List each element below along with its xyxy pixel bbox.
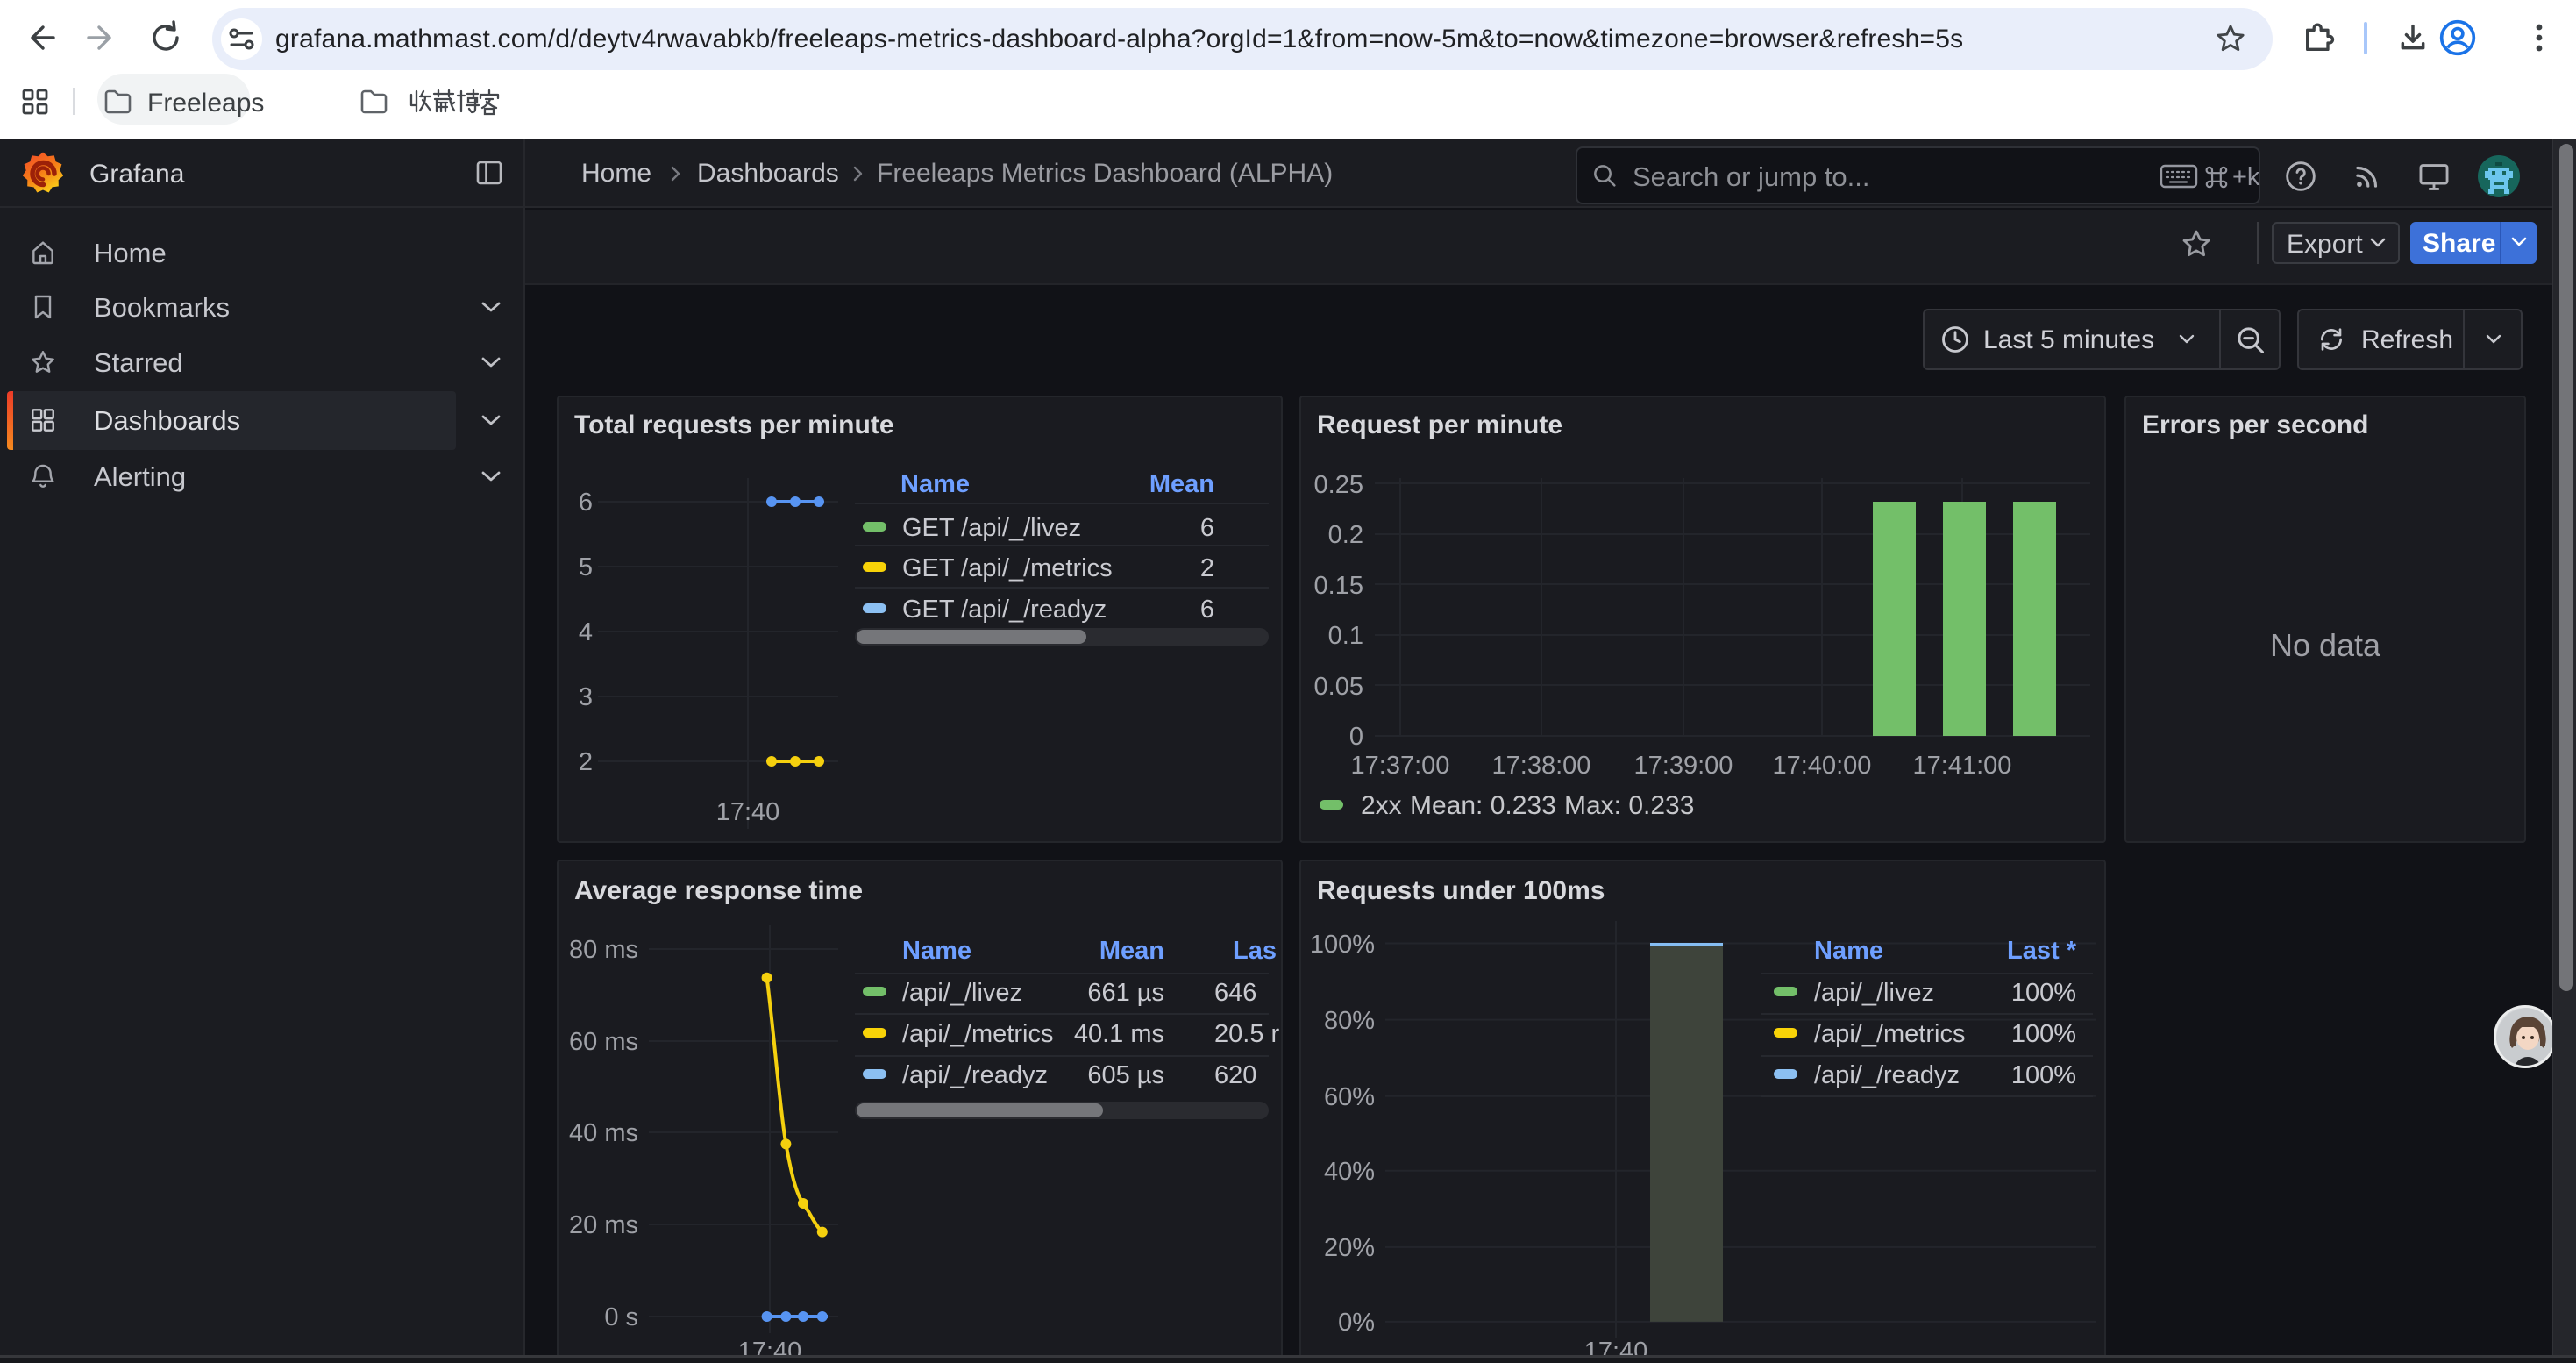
- svg-text:17:38:00: 17:38:00: [1492, 752, 1591, 780]
- svg-text:20 ms: 20 ms: [569, 1211, 638, 1239]
- svg-text:40%: 40%: [1324, 1158, 1375, 1186]
- svg-text:0.15: 0.15: [1314, 572, 1363, 600]
- svg-text:/api/_/livez: /api/_/livez: [902, 979, 1022, 1007]
- svg-text:20%: 20%: [1324, 1234, 1375, 1262]
- svg-text:661 µs: 661 µs: [1087, 979, 1164, 1007]
- svg-text:GET /api/_/readyz: GET /api/_/readyz: [902, 596, 1107, 624]
- svg-text:/api/_/metrics: /api/_/metrics: [902, 1020, 1053, 1048]
- svg-text:2xx: 2xx: [1361, 791, 1402, 820]
- svg-text:80 ms: 80 ms: [569, 936, 638, 964]
- svg-text:0 s: 0 s: [604, 1303, 638, 1331]
- svg-text:100%: 100%: [2011, 1061, 2076, 1089]
- svg-text:0.25: 0.25: [1314, 471, 1363, 499]
- svg-text:GET /api/_/metrics: GET /api/_/metrics: [902, 554, 1113, 582]
- svg-text:6: 6: [1200, 596, 1214, 624]
- svg-text:0.2: 0.2: [1328, 521, 1363, 549]
- svg-text:17:37:00: 17:37:00: [1351, 752, 1450, 780]
- svg-text:3: 3: [579, 683, 593, 711]
- svg-text:No data: No data: [2270, 627, 2381, 663]
- svg-text:Mean: Mean: [1149, 470, 1214, 498]
- svg-text:Total requests per minute: Total requests per minute: [574, 410, 894, 439]
- svg-text:Requests under 100ms: Requests under 100ms: [1317, 876, 1605, 905]
- svg-text:Request per minute: Request per minute: [1317, 410, 1562, 439]
- svg-text:17:40: 17:40: [716, 798, 780, 826]
- svg-text:Name: Name: [1814, 937, 1883, 965]
- svg-text:17:39:00: 17:39:00: [1634, 752, 1733, 780]
- svg-text:Mean: Mean: [1099, 937, 1164, 965]
- svg-text:4: 4: [579, 618, 593, 646]
- svg-text:100%: 100%: [2011, 979, 2076, 1007]
- svg-text:646: 646: [1214, 979, 1256, 1007]
- svg-text:GET /api/_/livez: GET /api/_/livez: [902, 514, 1081, 542]
- svg-text:2: 2: [1200, 554, 1214, 582]
- svg-text:/api/_/metrics: /api/_/metrics: [1814, 1020, 1965, 1048]
- svg-text:60 ms: 60 ms: [569, 1028, 638, 1056]
- svg-text:20.5 r: 20.5 r: [1214, 1020, 1279, 1048]
- svg-text:80%: 80%: [1324, 1007, 1375, 1035]
- svg-text:0: 0: [1349, 723, 1363, 751]
- svg-text:Last *: Last *: [2007, 937, 2077, 965]
- svg-text:Las: Las: [1233, 937, 1277, 965]
- svg-text:0.05: 0.05: [1314, 673, 1363, 701]
- svg-text:100%: 100%: [2011, 1020, 2076, 1048]
- svg-text:6: 6: [1200, 514, 1214, 542]
- svg-text:620: 620: [1214, 1061, 1256, 1089]
- svg-text:/api/_/livez: /api/_/livez: [1814, 979, 1934, 1007]
- svg-text:60%: 60%: [1324, 1083, 1375, 1111]
- svg-text:Average response time: Average response time: [574, 876, 863, 905]
- svg-text:Errors per second: Errors per second: [2142, 410, 2368, 439]
- svg-text:5: 5: [579, 553, 593, 582]
- svg-text:40.1 ms: 40.1 ms: [1074, 1020, 1164, 1048]
- svg-text:Max: 0.233: Max: 0.233: [1564, 791, 1694, 820]
- svg-text:/api/_/readyz: /api/_/readyz: [1814, 1061, 1960, 1089]
- svg-text:605 µs: 605 µs: [1087, 1061, 1164, 1089]
- svg-text:2: 2: [579, 748, 593, 776]
- svg-text:/api/_/readyz: /api/_/readyz: [902, 1061, 1048, 1089]
- svg-text:0%: 0%: [1338, 1309, 1375, 1337]
- svg-text:17:40:00: 17:40:00: [1773, 752, 1872, 780]
- svg-text:6: 6: [579, 489, 593, 517]
- svg-text:17:41:00: 17:41:00: [1913, 752, 2012, 780]
- svg-text:0.1: 0.1: [1328, 622, 1363, 650]
- svg-text:Name: Name: [902, 937, 971, 965]
- svg-text:Mean: 0.233: Mean: 0.233: [1410, 791, 1556, 820]
- svg-text:100%: 100%: [1310, 931, 1375, 959]
- svg-text:Name: Name: [900, 470, 970, 498]
- svg-text:40 ms: 40 ms: [569, 1119, 638, 1147]
